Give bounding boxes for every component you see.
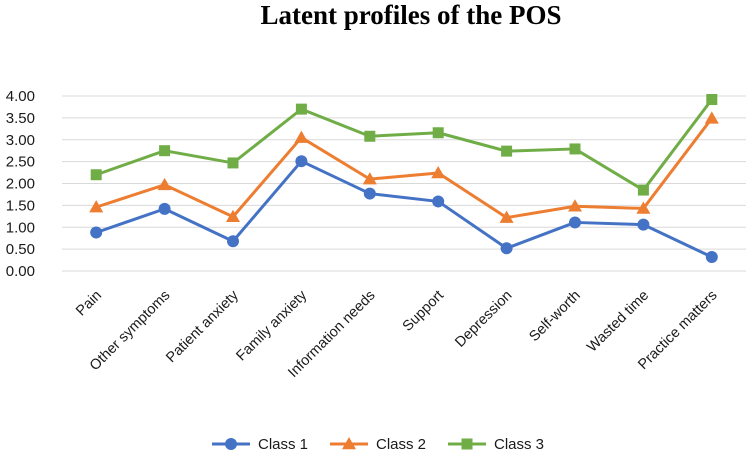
- y-tick-label: 3.50: [6, 110, 35, 127]
- data-point: [706, 94, 718, 105]
- data-point: [636, 201, 651, 214]
- data-point: [637, 218, 650, 231]
- data-point: [363, 187, 376, 200]
- data-point: [705, 251, 718, 263]
- legend-swatch-marker: [225, 438, 237, 450]
- data-point: [159, 145, 171, 157]
- x-tick-label: Self-worth: [526, 288, 583, 345]
- data-point: [568, 199, 582, 212]
- legend-entry: Class 1: [212, 436, 308, 452]
- series-2: [89, 111, 719, 223]
- x-tick-label: Depression: [452, 288, 515, 351]
- data-point: [227, 157, 239, 169]
- data-point: [295, 103, 307, 115]
- y-tick-label: 2.50: [6, 154, 35, 171]
- series-line: [95, 117, 713, 220]
- y-tick-label: 4.00: [6, 88, 35, 105]
- data-point: [704, 111, 719, 124]
- legend: Class 1 Class 2 Class 3: [212, 436, 544, 452]
- legend-swatch-marker: [461, 438, 473, 450]
- y-tick-label: 0.00: [6, 263, 35, 280]
- data-point: [295, 155, 308, 168]
- data-point: [431, 166, 446, 179]
- data-point: [158, 202, 171, 215]
- data-point: [637, 184, 649, 196]
- y-tick-label: 0.50: [6, 241, 35, 258]
- series-3: [90, 94, 718, 196]
- y-tick-label: 2.00: [6, 176, 35, 193]
- series-lines: [89, 94, 719, 263]
- y-tick-label: 1.00: [6, 219, 35, 236]
- data-point: [569, 143, 581, 155]
- data-point: [432, 195, 445, 208]
- data-point: [362, 172, 377, 185]
- data-point: [364, 130, 376, 142]
- legend-entry: Class 3: [448, 436, 544, 452]
- y-axis-ticks: 0.00 0.50 1.00 1.50 2.00 2.50 3.00 3.50 4.00: [6, 88, 35, 280]
- data-point: [90, 169, 102, 181]
- data-point: [226, 209, 240, 222]
- series-line: [95, 98, 713, 192]
- legend-label: Class 1: [258, 436, 308, 452]
- x-tick-label: Pain: [73, 288, 105, 320]
- x-tick-label: Wasted time: [584, 288, 652, 356]
- x-tick-label: Patient anxiety: [163, 287, 242, 366]
- data-point: [157, 177, 172, 191]
- data-point: [500, 242, 513, 255]
- series-1: [90, 155, 718, 263]
- data-point: [90, 226, 103, 239]
- y-tick-label: 3.00: [6, 132, 35, 149]
- data-point: [227, 235, 239, 248]
- data-point: [501, 145, 513, 157]
- legend-swatch-marker: [342, 437, 356, 450]
- x-tick-label: Support: [400, 288, 447, 335]
- x-tick-label: Family anxiety: [233, 287, 310, 364]
- legend-label: Class 3: [494, 436, 544, 452]
- data-point: [499, 210, 514, 223]
- data-point: [569, 216, 581, 229]
- legend-entry: Class 2: [330, 436, 426, 452]
- data-point: [89, 200, 104, 213]
- y-tick-label: 1.50: [6, 197, 35, 214]
- data-point: [294, 130, 309, 143]
- data-point: [432, 127, 444, 139]
- legend-label: Class 2: [376, 436, 426, 452]
- series-line: [95, 159, 713, 259]
- chart-title: Latent profiles of the POS: [261, 0, 562, 30]
- gridlines: [62, 95, 746, 272]
